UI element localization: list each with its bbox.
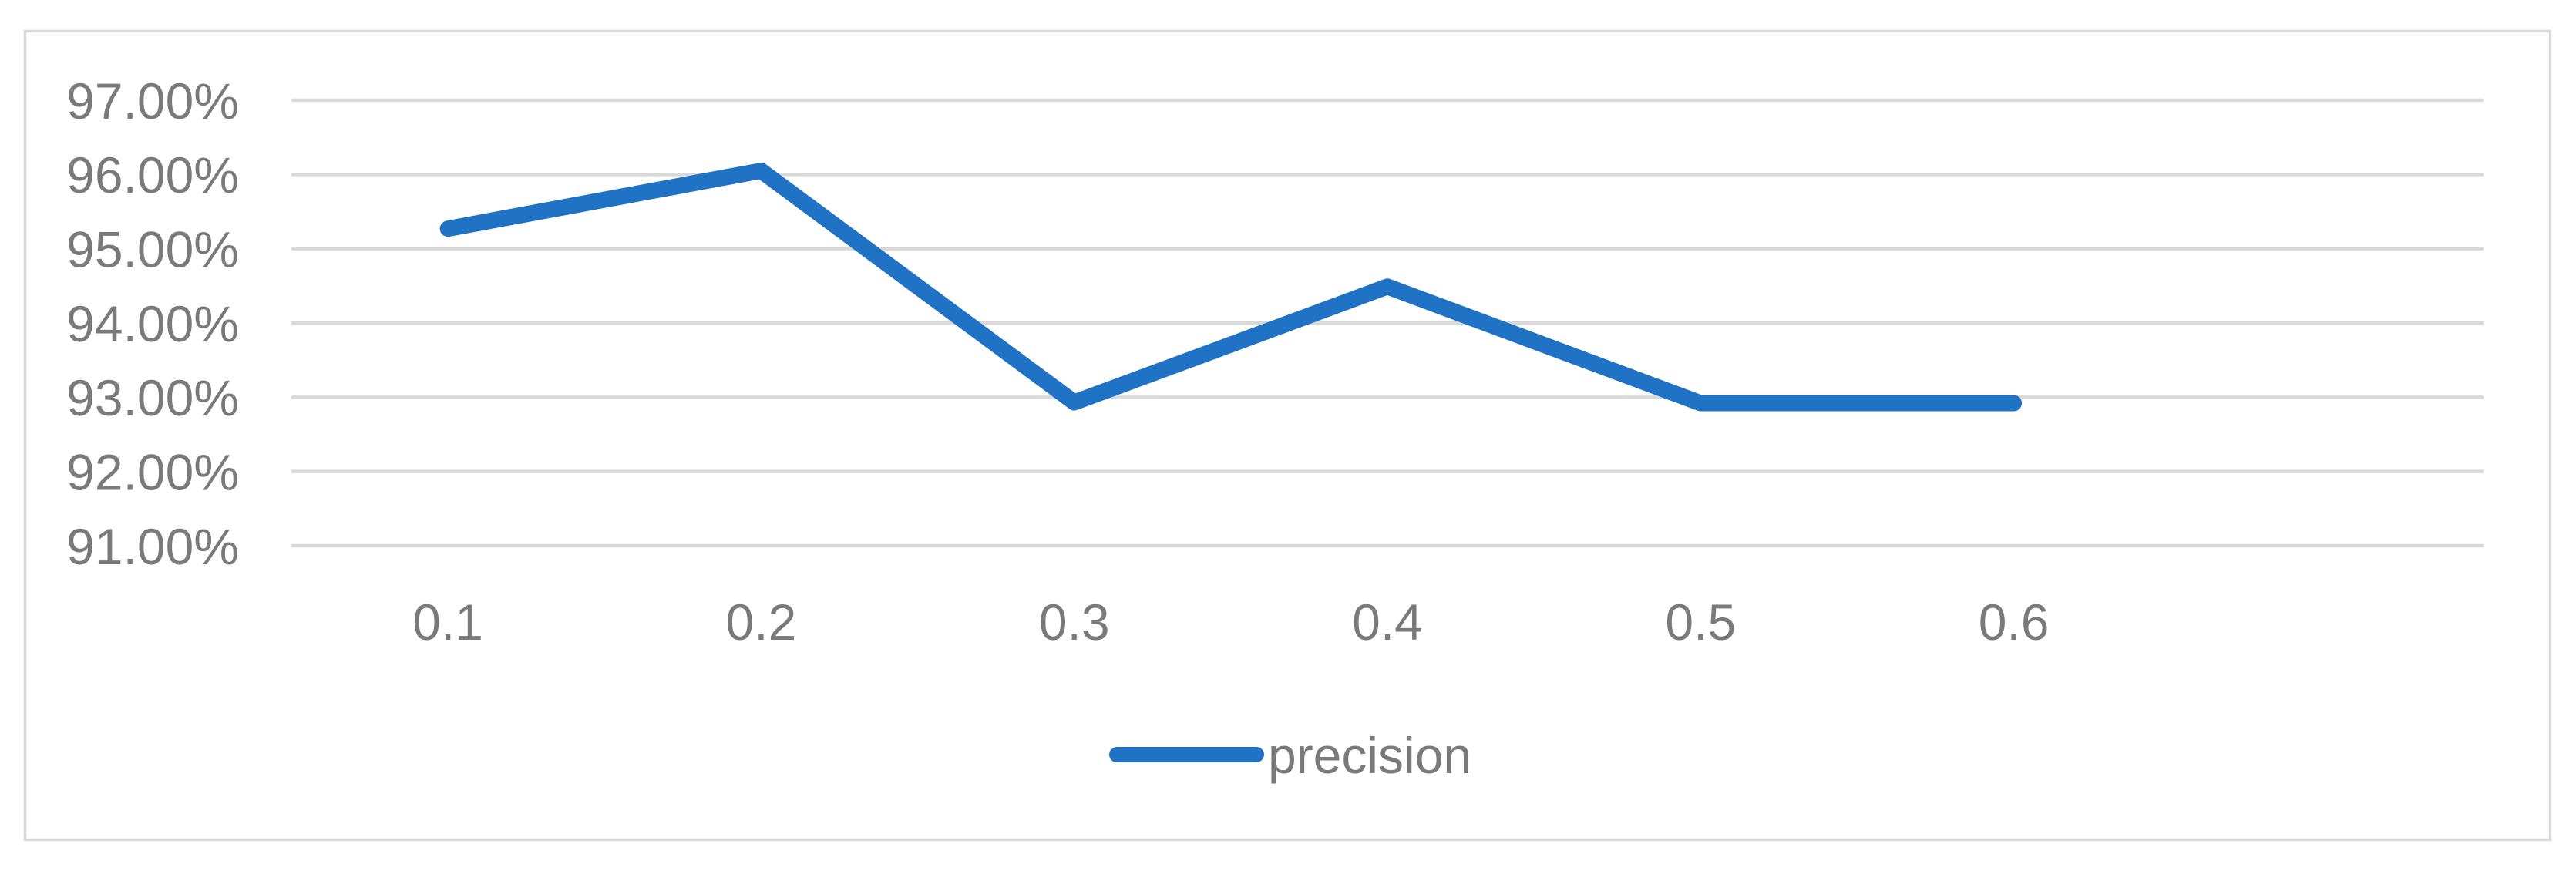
legend-label: precision	[1268, 727, 1471, 784]
x-axis-tick-label: 0.5	[1665, 594, 1736, 651]
legend: precision	[1109, 727, 1471, 784]
x-axis-labels: 0.1 0.2 0.3 0.4 0.5 0.6	[412, 594, 2049, 651]
y-axis-tick-label: 94.00%	[66, 295, 239, 352]
y-axis-tick-label: 96.00%	[66, 146, 239, 203]
y-axis-tick-label: 93.00%	[66, 369, 239, 426]
x-axis-tick-label: 0.3	[1039, 594, 1110, 651]
x-axis-tick-label: 0.2	[726, 594, 797, 651]
series-line-precision	[439, 163, 2023, 412]
y-axis-tick-label: 95.00%	[66, 220, 239, 277]
x-axis-tick-label: 0.1	[412, 594, 483, 651]
gridline-group	[291, 98, 2484, 548]
x-axis-tick-label: 0.6	[1979, 594, 2050, 651]
y-axis-tick-label: 92.00%	[66, 443, 239, 500]
y-axis-labels: 97.00% 96.00% 95.00% 94.00% 93.00% 92.00% 91.0…	[66, 72, 239, 575]
series-group	[439, 163, 2023, 412]
chart-border	[23, 29, 2552, 842]
y-axis-tick-label: 97.00%	[66, 72, 239, 129]
x-axis-tick-label: 0.4	[1352, 594, 1423, 651]
y-axis-tick-label: 91.00%	[66, 518, 239, 575]
